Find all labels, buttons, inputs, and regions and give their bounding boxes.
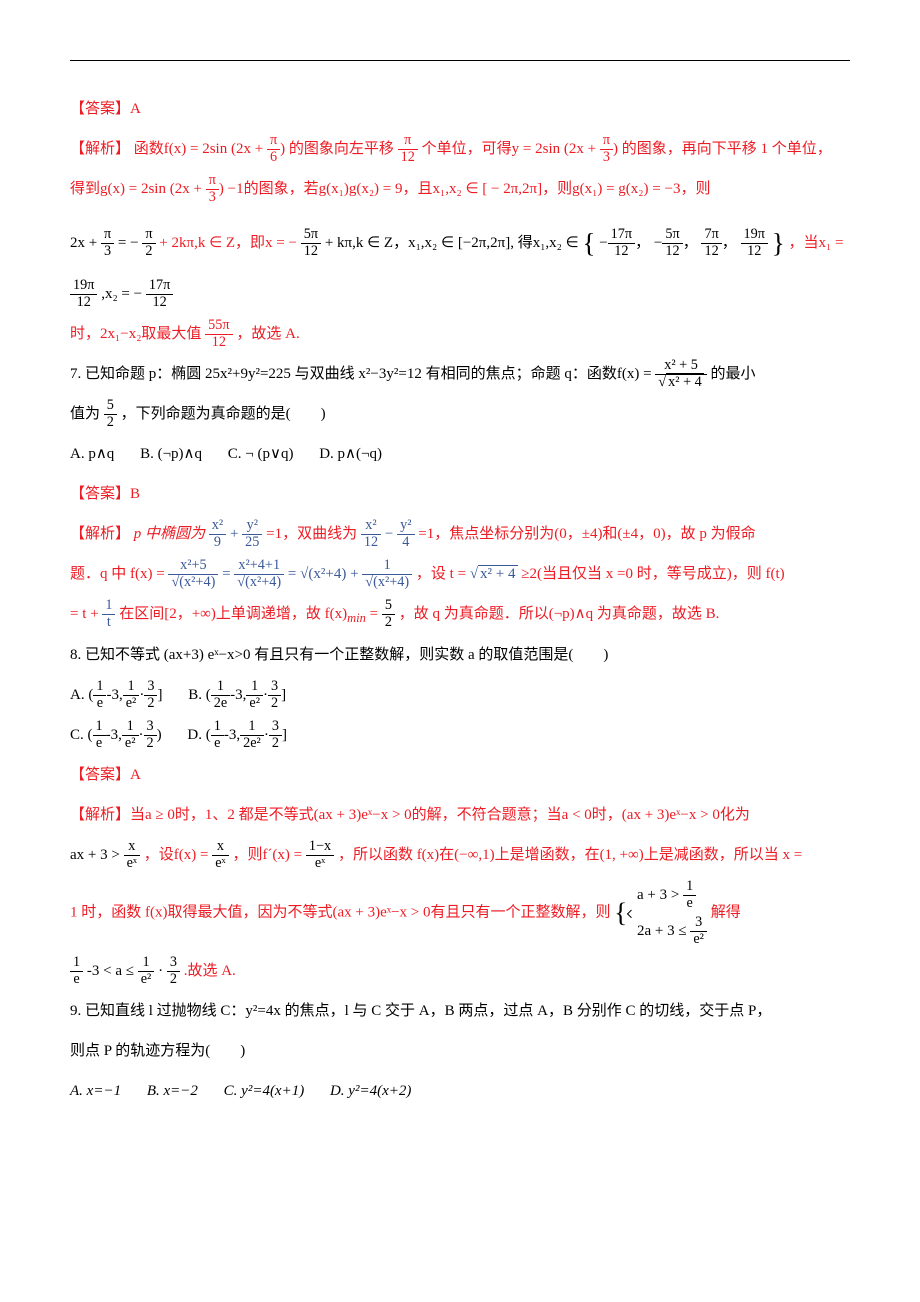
- opt-c[interactable]: C. ¬ (p∨q): [228, 436, 294, 472]
- q7-stem-line1: 7. 已知命题 p：椭圆 25x²+9y²=225 与双曲线 x²−3y²=12…: [70, 356, 850, 392]
- q7-exp-line3: = t + 1t 在区间[2，+∞)上单调递增，故 f(x)min = 52 ，…: [70, 596, 850, 633]
- q8-answer: 【答案】A: [70, 757, 850, 793]
- opt-d[interactable]: D. y²=4(x+2): [330, 1073, 411, 1109]
- frac: π6: [267, 133, 280, 165]
- frac: π12: [398, 133, 418, 165]
- q7-options: A. p∧q B. (¬p)∧q C. ¬ (p∨q) D. p∧(¬q): [70, 436, 850, 472]
- q6-exp-line1: 【解析】 函数f(x) = 2sin (2x + π6) 的图象向左平移 π12…: [70, 131, 850, 167]
- q6-exp-line4: 时，2x₁−x₂取最大值 55π12 ，故选 A.: [70, 316, 850, 352]
- q6-exp-line3: 2x + π3 = − π2 + 2kπ,k ∈ Z，即x = − 5π12 +…: [70, 211, 850, 312]
- opt-c[interactable]: C. y²=4(x+1): [224, 1073, 305, 1109]
- opt-b[interactable]: B. (12e-3,1e²·32]: [188, 677, 286, 713]
- q-num: 8.: [70, 647, 81, 663]
- q-num: 9.: [70, 1003, 81, 1019]
- opt-b[interactable]: B. (¬p)∧q: [140, 436, 202, 472]
- q8-stem: 8. 已知不等式 (ax+3) eˣ−x>0 有且只有一个正整数解，则实数 a …: [70, 637, 850, 673]
- opt-a[interactable]: A. x=−1: [70, 1073, 121, 1109]
- frac: x² + 5√x² + 4: [655, 358, 707, 390]
- q9-options: A. x=−1 B. x=−2 C. y²=4(x+1) D. y²=4(x+2…: [70, 1073, 850, 1109]
- q7-answer: 【答案】B: [70, 476, 850, 512]
- opt-c[interactable]: C. (1e-3,1e²·32): [70, 717, 162, 753]
- q8-exp-line1: 【解析】当a ≥ 0时，1、2 都是不等式(ax + 3)eˣ−x > 0的解，…: [70, 797, 850, 833]
- answer-value: A: [130, 101, 141, 117]
- opt-d[interactable]: D. (1e-3,12e²·32]: [187, 717, 287, 753]
- opt-a[interactable]: A. (1e-3,1e²·32]: [70, 677, 162, 713]
- q8-exp-line2: ax + 3 > xeˣ ，设f(x) = xeˣ ，则f´(x) = 1−xe…: [70, 837, 850, 873]
- q7-exp-line1: 【解析】 p 中椭圆为 x²9 + y²25 =1，双曲线为 x²12 − y²…: [70, 516, 850, 552]
- opt-d[interactable]: D. p∧(¬q): [319, 436, 382, 472]
- q-num: 7.: [70, 366, 81, 382]
- q8-options-row1: A. (1e-3,1e²·32] B. (12e-3,1e²·32]: [70, 677, 850, 713]
- page-rule: [70, 60, 850, 61]
- q9-stem-line1: 9. 已知直线 l 过抛物线 C：y²=4x 的焦点，l 与 C 交于 A，B …: [70, 993, 850, 1029]
- q7-exp-line2: 题．q 中 f(x) = x²+5√(x²+4) = x²+4+1√(x²+4)…: [70, 556, 850, 592]
- opt-b[interactable]: B. x=−2: [147, 1073, 198, 1109]
- q6-answer: 【答案】A: [70, 91, 850, 127]
- opt-a[interactable]: A. p∧q: [70, 436, 114, 472]
- q8-exp-line4: 1e -3 < a ≤ 1e² · 32 .故选 A.: [70, 953, 850, 989]
- q8-options-row2: C. (1e-3,1e²·32) D. (1e-3,12e²·32]: [70, 717, 850, 753]
- t: 函数f(x) = 2sin: [134, 141, 227, 157]
- q6-exp-line2: 得到g(x) = 2sin (2x + π3) −1的图象，若g(x₁)g(x₂…: [70, 171, 850, 207]
- q9-stem-line2: 则点 P 的轨迹方程为( ): [70, 1033, 850, 1069]
- q7-stem-line2: 值为 52 ，下列命题为真命题的是( ): [70, 396, 850, 432]
- q8-exp-line3: 1 时，函数 f(x)取得最大值，因为不等式(ax + 3)eˣ−x > 0有且…: [70, 877, 850, 949]
- answer-label: 【答案】: [70, 101, 130, 117]
- exp-label: 【解析】: [70, 141, 130, 157]
